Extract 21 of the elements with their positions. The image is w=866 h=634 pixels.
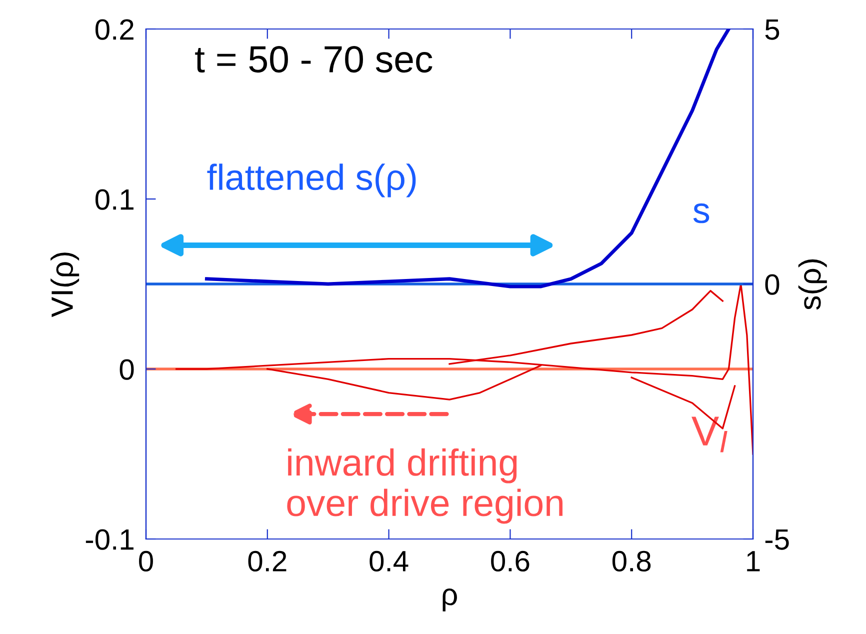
x-tick-label: 0.6 [491,550,530,572]
x-tick-label: 0 [139,550,153,572]
y2-tick-label: 5 [765,20,780,40]
series-label: V$_{I}$ [692,416,728,452]
y-tick-label: 0.1 [95,189,134,210]
y2-tick-label: 0 [765,274,780,295]
x-tick-label: 0.8 [612,550,651,572]
x-tick-label: 0.2 [248,550,286,572]
y-tick-label: -0.1 [86,529,134,550]
x-tick-label: 1 [747,551,760,572]
x-tick-label: 0.4 [370,550,408,572]
y-tick-label: 0.2 [95,19,134,40]
annotation: flattened s(ρ) [207,164,416,198]
y-axis-title: VI(ρ) [50,252,80,318]
y-tick-label: 0 [120,359,134,380]
annotation: t = 50 - 70 sec [195,46,432,73]
x-axis-title: ρ [442,588,457,612]
series-label: s [693,203,710,224]
y2-tick-label: -5 [765,530,789,550]
y2-axis-title: s(ρ) [798,259,827,310]
annotation: inward drifting over drive region [287,448,562,524]
